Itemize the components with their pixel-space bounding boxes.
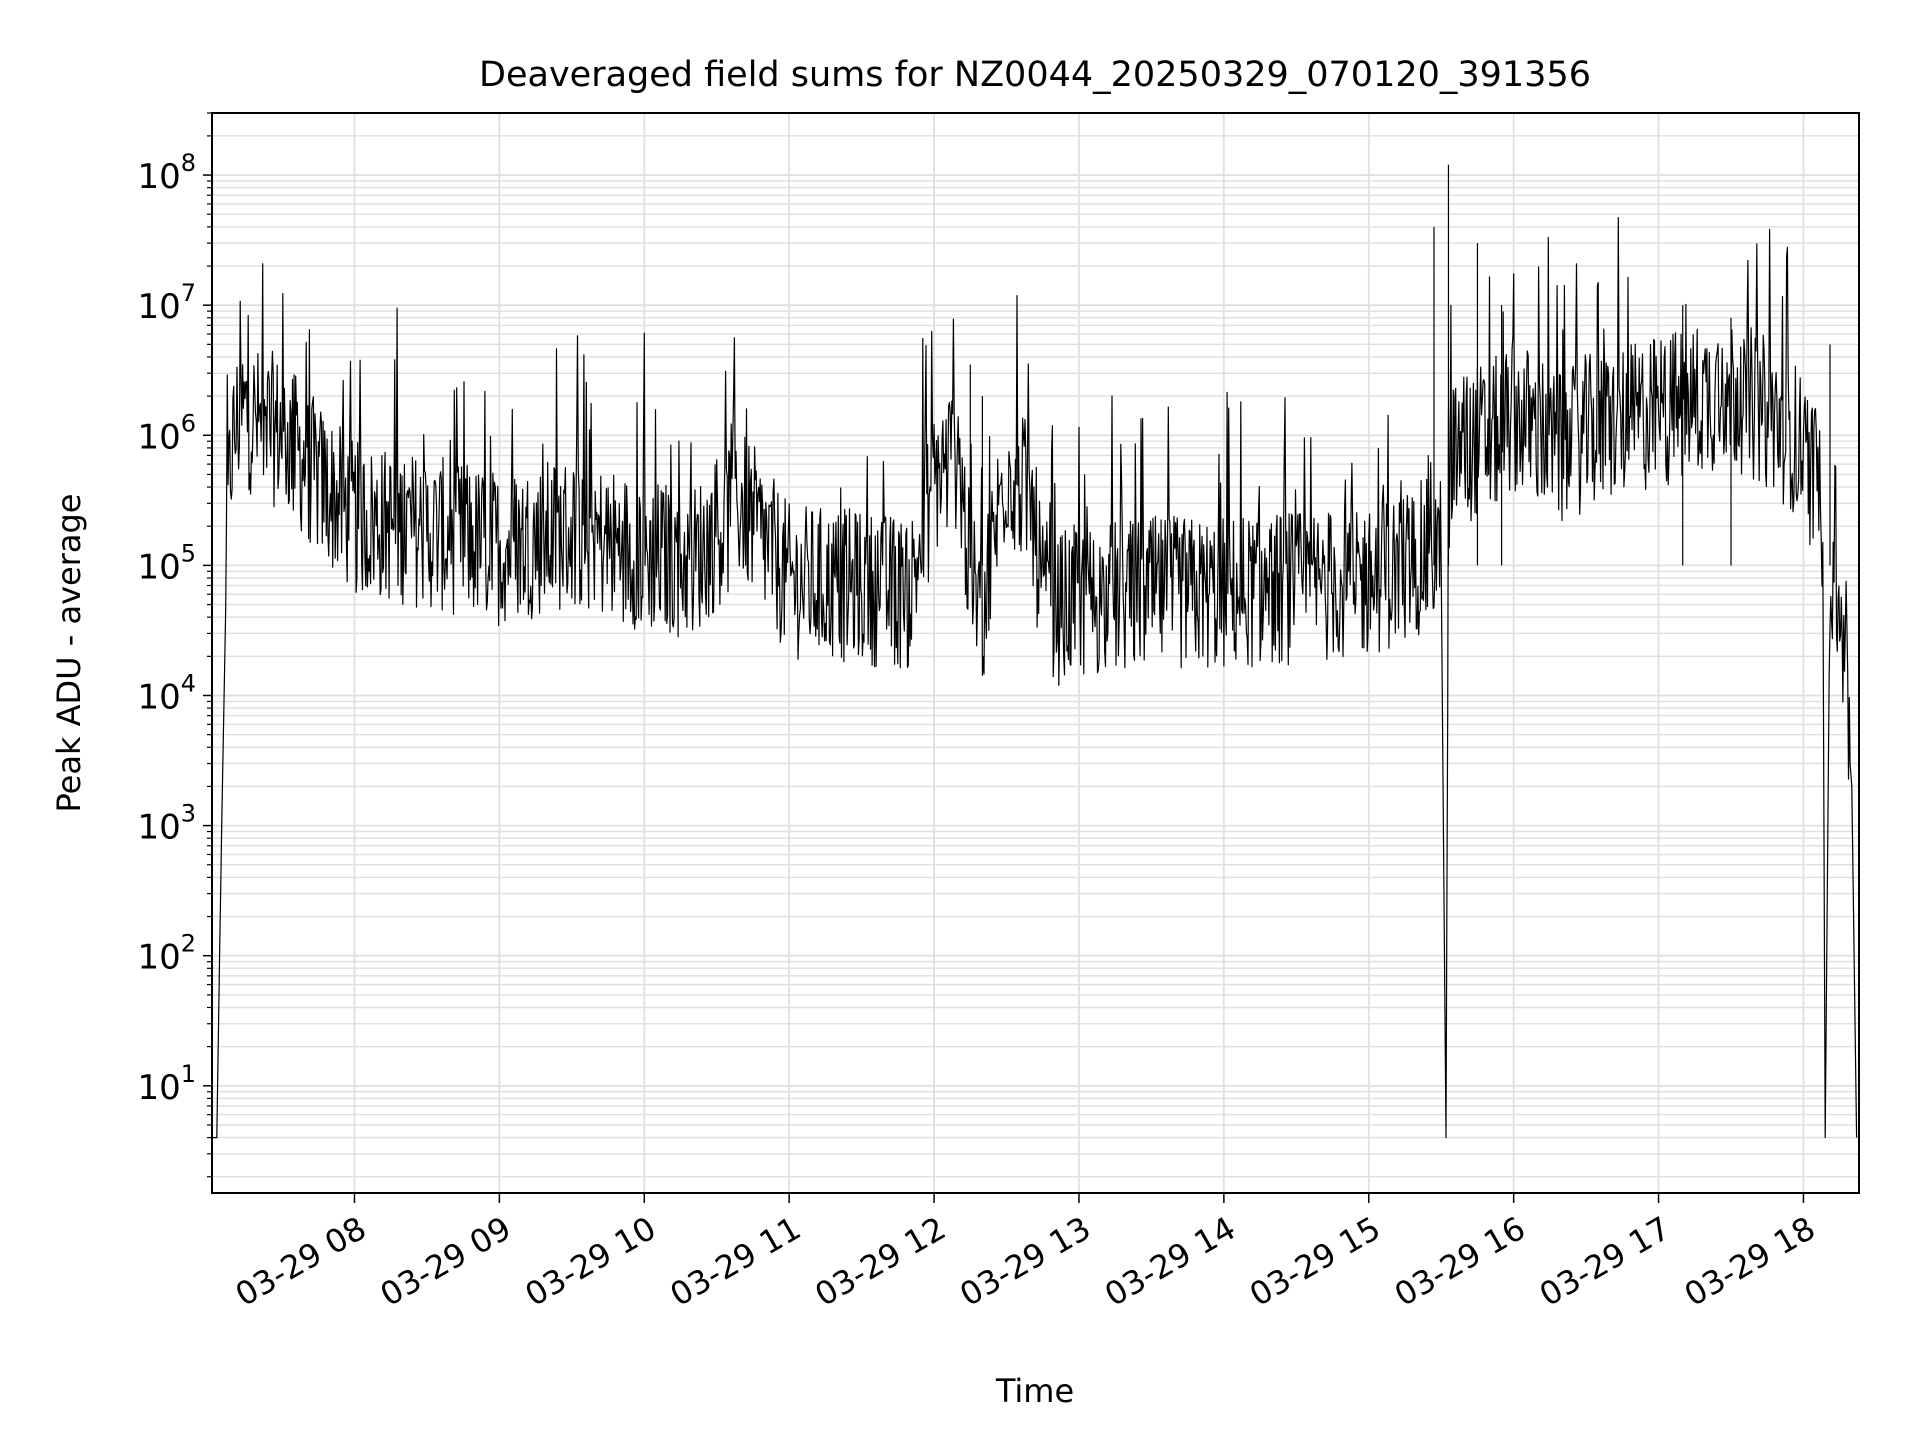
y-axis-label: Peak ADU - average [50,494,88,813]
y-tick-label: 107 [137,279,196,327]
x-axis-label: Time [995,1372,1074,1410]
series-line [212,217,1858,1139]
chart-title: Deaveraged field sums for NZ0044_2025032… [479,55,1591,95]
plot-frame [211,112,1860,1194]
spike-lines [969,164,1831,566]
